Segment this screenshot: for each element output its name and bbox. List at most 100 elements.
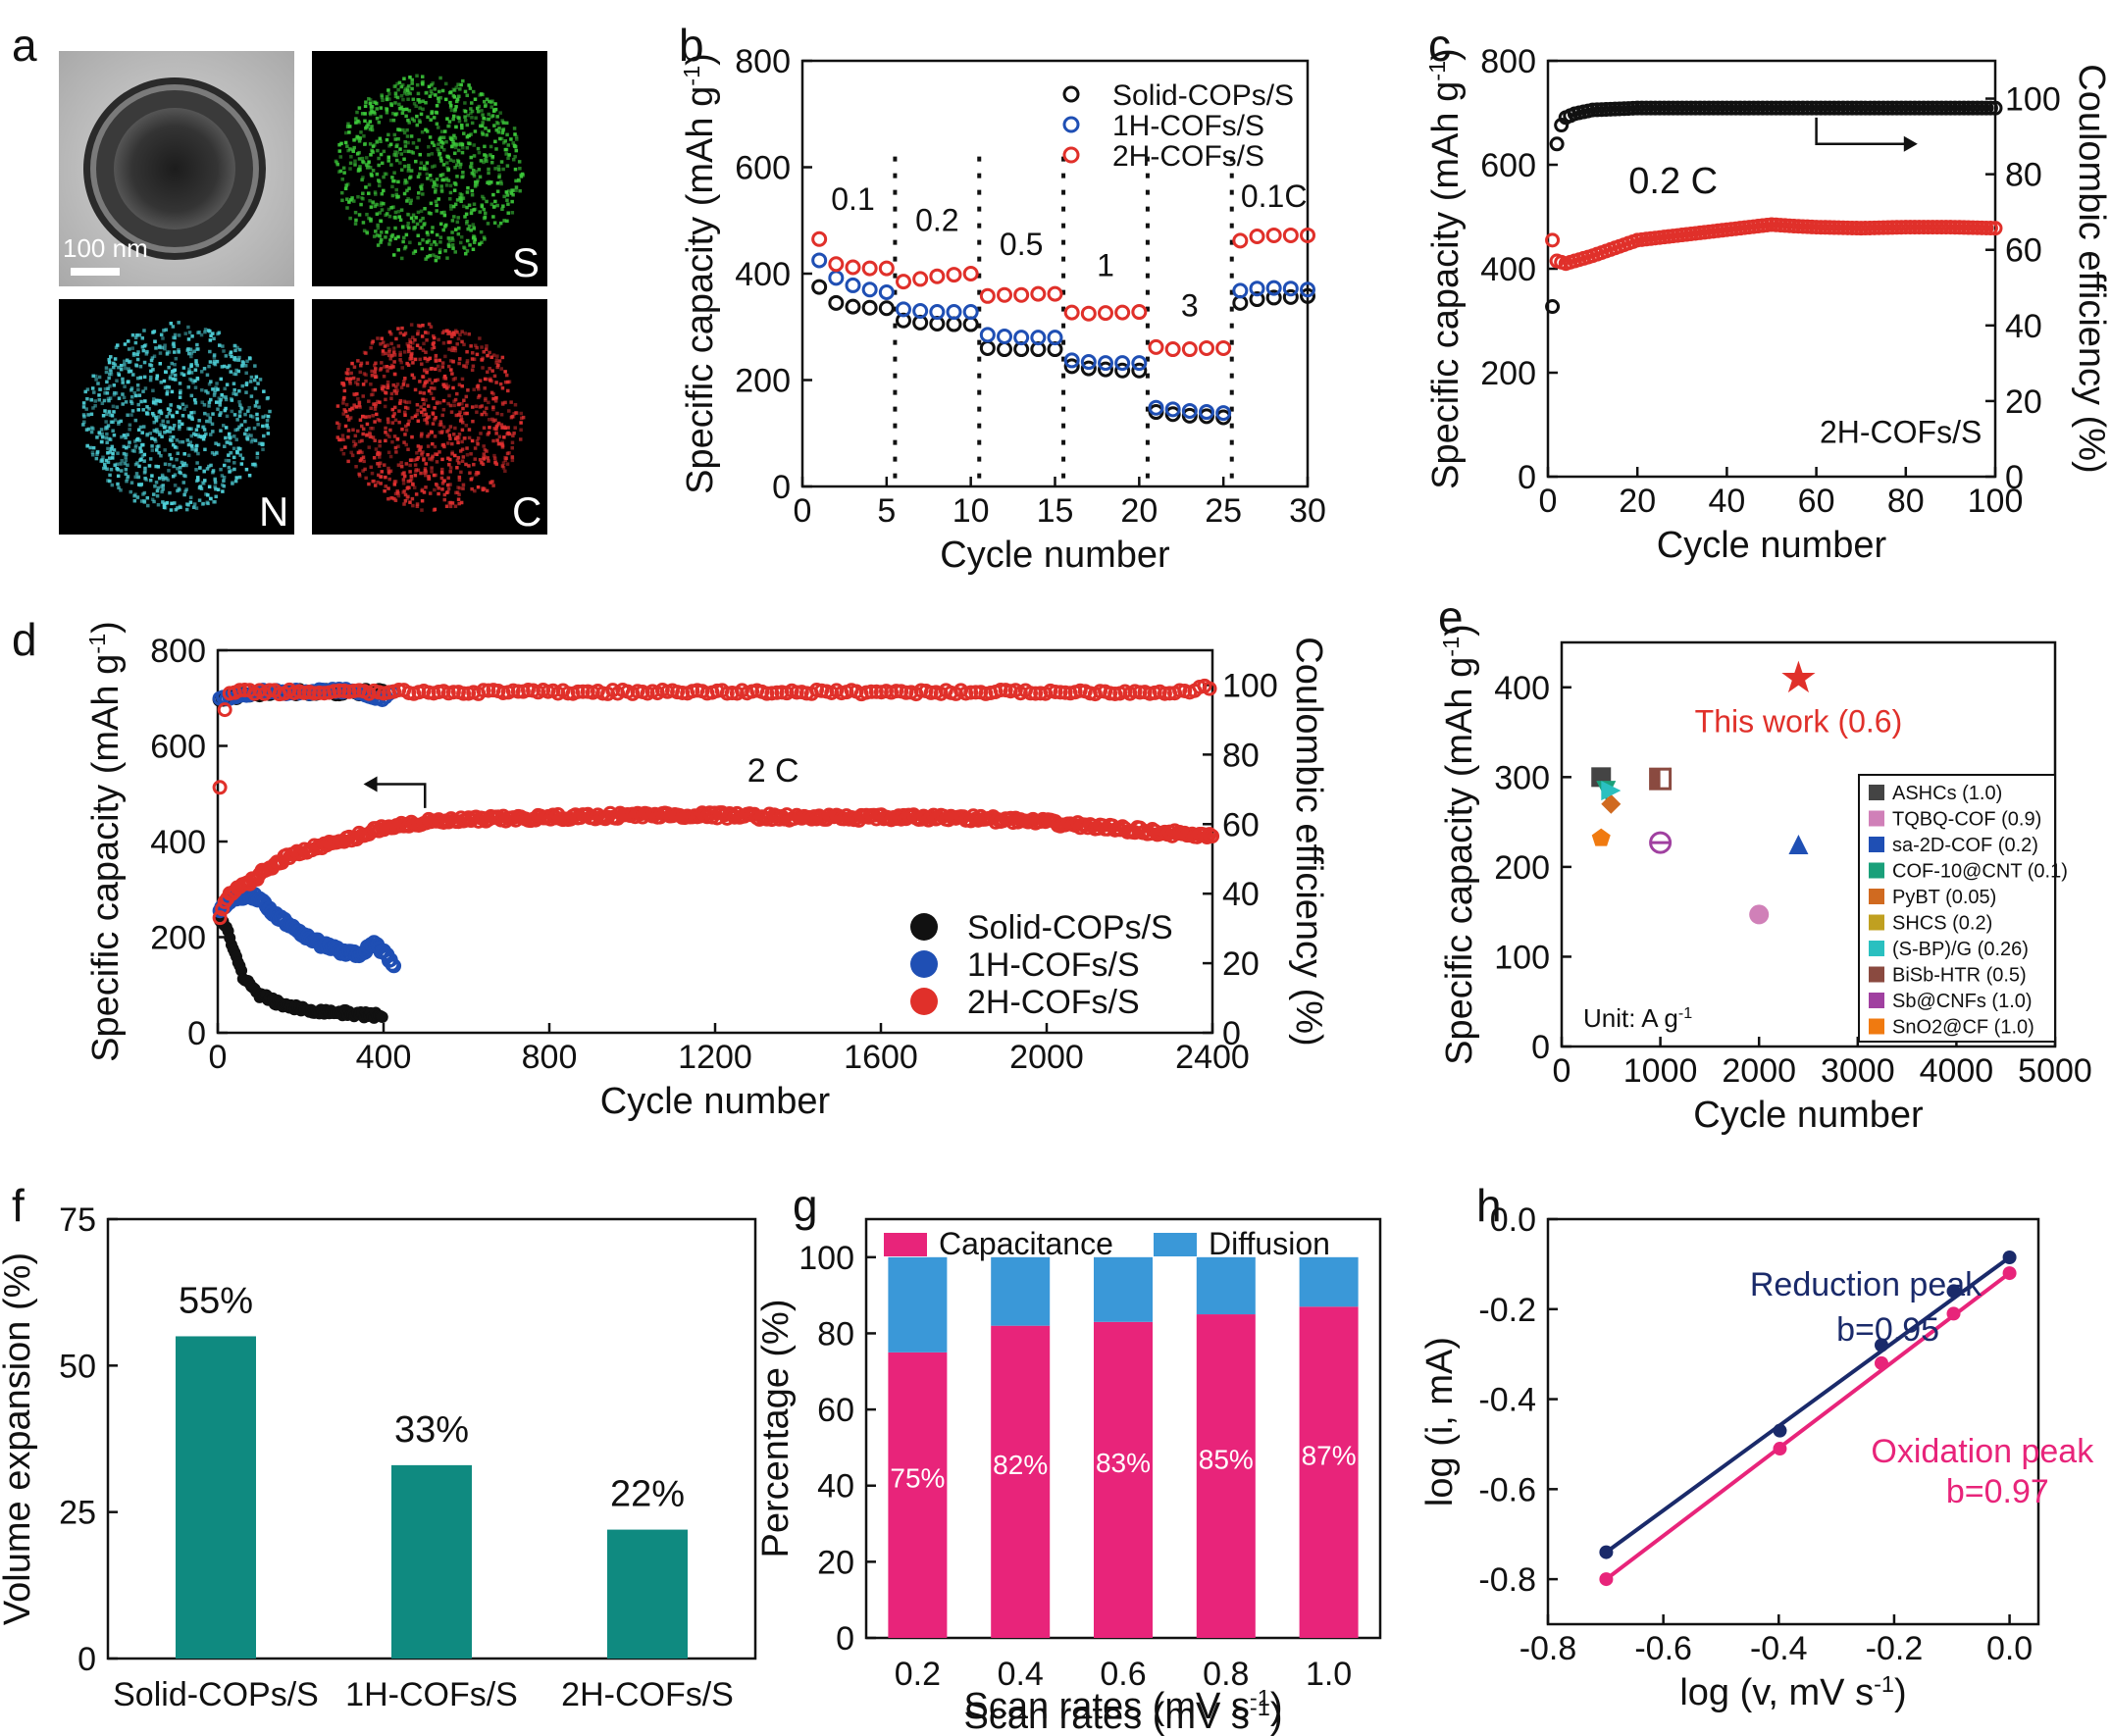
map-speckle: [377, 163, 381, 168]
map-speckle: [357, 139, 362, 143]
map-speckle: [452, 188, 457, 192]
map-speckle: [384, 438, 387, 443]
map-speckle: [430, 470, 434, 474]
map-speckle: [370, 110, 374, 114]
efficiency-point: [575, 684, 591, 699]
map-speckle: [442, 374, 447, 379]
map-speckle: [514, 188, 518, 192]
map-speckle: [219, 377, 224, 382]
map-speckle: [480, 345, 484, 349]
map-speckle: [502, 425, 507, 429]
x-tick-label: 5000: [2018, 1052, 2092, 1090]
map-speckle: [218, 400, 222, 404]
map-speckle: [431, 81, 435, 85]
map-speckle: [491, 396, 495, 401]
map-speckle: [493, 418, 497, 423]
map-speckle: [375, 212, 380, 216]
map-speckle: [405, 199, 409, 203]
map-speckle: [440, 365, 445, 369]
map-speckle: [424, 485, 428, 489]
map-speckle: [383, 488, 386, 493]
map-speckle: [390, 232, 395, 237]
map-speckle: [212, 353, 217, 357]
map-speckle: [448, 425, 453, 429]
y-tick-label: 0.0: [1490, 1201, 1536, 1239]
map-speckle: [457, 361, 461, 366]
map-speckle: [506, 388, 510, 393]
efficiency-point: [306, 686, 322, 701]
map-speckle: [488, 366, 491, 371]
map-speckle: [426, 444, 431, 448]
map-speckle: [390, 353, 394, 358]
map-speckle: [256, 382, 260, 385]
map-speckle: [394, 192, 399, 197]
map-speckle: [446, 364, 451, 369]
map-speckle: [218, 403, 222, 407]
map-speckle: [425, 161, 430, 165]
map-speckle: [514, 148, 519, 153]
map-speckle: [447, 463, 451, 467]
map-speckle: [394, 450, 398, 454]
map-speckle: [379, 342, 383, 346]
map-speckle: [213, 478, 217, 483]
efficiency-point: [1202, 681, 1217, 696]
map-speckle: [139, 449, 143, 453]
legend-label: BiSb-HTR (0.5): [1892, 965, 2027, 987]
map-speckle: [396, 234, 400, 239]
map-speckle: [459, 124, 464, 128]
map-speckle: [99, 439, 104, 444]
map-speckle: [438, 96, 442, 100]
map-speckle: [511, 141, 515, 145]
map-speckle: [460, 401, 464, 406]
map-speckle: [179, 505, 182, 510]
map-speckle: [369, 392, 374, 397]
map-speckle: [153, 485, 157, 488]
map-speckle: [450, 450, 454, 454]
map-speckle: [467, 332, 471, 336]
map-speckle: [147, 407, 151, 411]
map-speckle: [336, 426, 341, 430]
y-tick-label: 40: [817, 1468, 854, 1506]
map-speckle: [364, 162, 369, 167]
map-speckle: [377, 156, 381, 161]
map-speckle: [499, 413, 504, 417]
efficiency-point: [1804, 100, 1820, 116]
map-speckle: [387, 97, 391, 101]
map-speckle: [261, 415, 265, 419]
map-speckle: [152, 330, 157, 333]
map-speckle: [152, 413, 156, 418]
map-speckle: [489, 202, 494, 207]
map-speckle: [371, 144, 376, 148]
map-speckle: [457, 402, 462, 406]
map-speckle: [447, 124, 451, 128]
map-speckle: [374, 230, 378, 233]
fit-line: [1605, 1271, 2011, 1581]
map-speckle: [142, 344, 147, 348]
map-speckle: [340, 177, 344, 181]
map-speckle: [408, 76, 412, 79]
map-speckle: [411, 335, 415, 339]
map-speckle: [352, 392, 356, 396]
map-speckle: [461, 483, 466, 487]
map-speckle: [255, 417, 260, 422]
map-speckle: [488, 426, 491, 430]
map-speckle: [439, 188, 444, 192]
map-speckle: [417, 118, 422, 123]
map-speckle: [374, 192, 378, 196]
map-speckle: [207, 364, 211, 369]
map-speckle: [346, 148, 350, 153]
map-speckle: [440, 173, 445, 177]
map-speckle: [461, 406, 465, 411]
map-speckle: [95, 449, 100, 454]
map-speckle: [112, 390, 117, 395]
map-speckle: [434, 359, 438, 363]
map-speckle: [242, 432, 247, 436]
data-point: [929, 304, 946, 321]
map-speckle: [434, 254, 438, 259]
map-speckle: [215, 450, 219, 455]
map-speckle: [355, 110, 359, 115]
map-speckle: [447, 347, 451, 351]
map-speckle: [355, 383, 360, 386]
map-speckle: [433, 406, 437, 410]
